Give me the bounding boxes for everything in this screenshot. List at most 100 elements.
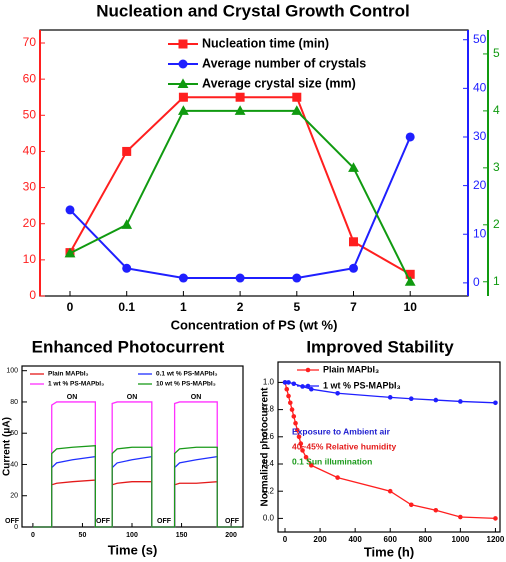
marker [287,400,293,406]
plot-frame [21,365,244,528]
annotation: ON [127,394,138,401]
y-tick-label: 40 [473,81,487,95]
annotation: 0.1 Sun illumination [292,456,372,466]
marker [433,397,439,403]
marker [178,59,188,69]
x-axis-label: Time (s) [108,542,158,557]
annotation: OFF [225,518,240,525]
marker [292,273,302,283]
series-line [32,455,242,528]
marker [433,507,439,513]
marker [349,237,358,247]
y-tick-label: 30 [473,129,487,143]
marker [289,407,295,412]
legend-label: 10 wt % PS-MAPbI₃ [156,381,216,388]
x-axis-label: Time (h) [364,544,414,559]
marker [309,386,314,392]
marker [177,78,189,89]
marker [291,381,297,387]
legend-label: Nucleation time (min) [202,36,329,50]
marker [405,269,415,279]
marker [122,146,132,156]
marker [291,105,303,115]
marker [405,132,415,142]
marker [387,395,393,400]
x-tick-label: 200 [313,535,327,544]
y-tick-label: 3 [493,160,500,174]
marker [294,427,300,433]
y-tick-label: 0.6 [263,432,275,441]
x-axis-label: Concentration of PS (wt %) [171,317,338,332]
marker [178,92,188,102]
marker [305,367,311,373]
annotation: OFF [5,518,20,525]
annotation: ON [191,394,202,401]
y-tick-label: 1 [493,274,500,288]
y-tick-label: 60 [23,71,37,85]
marker [458,514,463,520]
x-tick-label: 2 [237,300,244,314]
marker [305,383,311,389]
marker [298,441,304,446]
legend-label: Average number of crystals [202,56,366,70]
legend-label: Plain MAPbI₃ [323,364,379,374]
y-tick-label: 60 [10,430,18,437]
annotation: OFF [96,518,111,525]
x-tick-label: 1000 [451,535,469,544]
chart-title: Nucleation and Crystal Growth Control [96,1,410,20]
x-tick-label: 0.1 [118,300,135,314]
y-tick-label: 0 [29,288,36,302]
legend-label: 1 wt % PS-MAPbI₃ [323,380,401,390]
marker [303,454,309,460]
marker [235,92,245,102]
marker [286,393,291,399]
y-tick-label: 0.8 [263,405,275,414]
y-tick-label: 10 [23,252,37,266]
marker [300,448,305,453]
marker [234,105,246,115]
y-tick-label: 100 [6,368,18,375]
annotation: Exposure to Ambient air [292,426,391,436]
x-tick-label: 0 [67,300,74,314]
chart-title: Enhanced Photocurrent [32,337,225,356]
marker [291,414,297,419]
marker [404,276,416,286]
legend-label: 0.1 wt % PS-MAPbI₃ [156,371,218,378]
marker [235,273,245,283]
marker [178,273,188,283]
y-tick-label: 0.2 [263,486,275,495]
marker [296,434,302,440]
marker [408,396,414,402]
marker [309,463,314,468]
y-tick-label: 80 [10,399,18,406]
x-tick-label: 5 [293,300,300,314]
y-tick-label: 40 [10,461,18,468]
y-axis-label: Normalized photocurrent [260,387,271,507]
marker [286,380,291,385]
marker [282,380,288,385]
marker [178,105,189,115]
x-tick-label: 600 [384,535,398,544]
y-axis-label: Current (μA) [2,417,13,476]
marker [292,92,302,102]
plot-frame [277,361,501,533]
y-tick-label: 2 [493,217,500,231]
marker [284,386,290,392]
x-tick-label: 7 [350,300,357,314]
legend-label: Average crystal size (mm) [202,76,356,90]
annotation: 40~45% Relative humidity [292,441,396,451]
y-tick-label: 5 [493,46,500,60]
marker [335,390,340,396]
legend-label: 1 wt % PS-MAPbI₃ [48,381,104,388]
x-tick-label: 400 [348,535,362,544]
marker [458,399,463,404]
y-tick-label: 1.0 [263,378,275,387]
series-line [32,479,242,528]
x-tick-label: 0 [31,532,35,539]
x-tick-label: 800 [419,535,433,544]
y-tick-label: 50 [473,32,487,46]
marker [387,488,393,494]
y-tick-label: 40 [23,144,37,158]
